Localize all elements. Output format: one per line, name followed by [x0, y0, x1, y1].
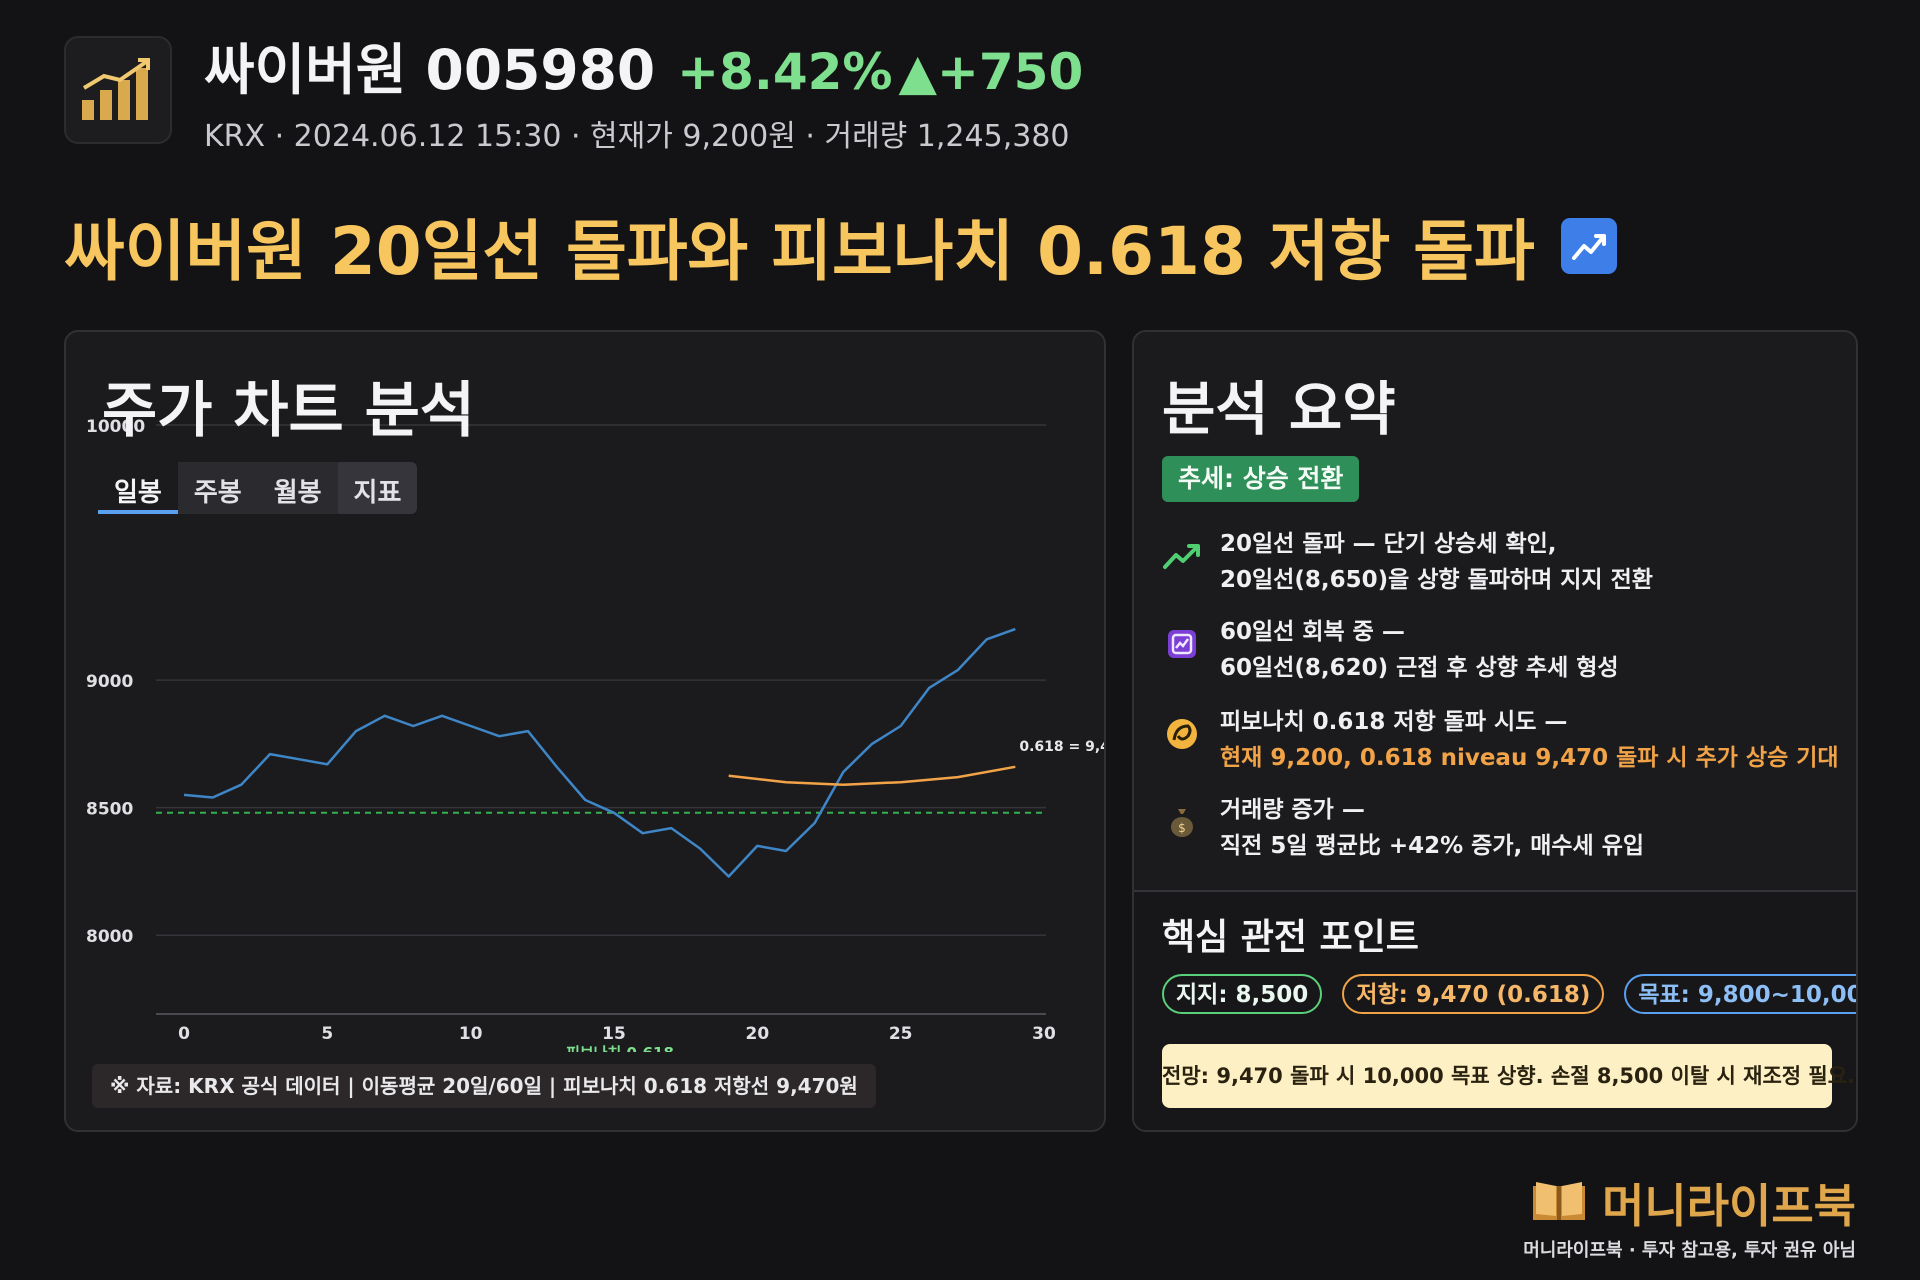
tab-daily[interactable]: 일봉	[98, 462, 178, 514]
y-tick-label: 9000	[86, 672, 133, 692]
brand-subtitle: 머니라이프북 · 투자 참고용, 투자 권유 아님	[1523, 1240, 1856, 1261]
tab-indicators[interactable]: 지표	[337, 462, 418, 514]
y-tick-label: 8000	[86, 927, 133, 947]
chart-panel-title: 주가 차트 분석	[102, 376, 475, 446]
y-tick-label: 8500	[86, 800, 133, 820]
summary-point: 60일선 회복 중 — 60일선(8,620) 근접 후 상향 추세 형성	[1162, 614, 1842, 686]
chart-increasing-icon	[1560, 218, 1617, 274]
chart-panel: 8000 8500 9000 10000 0 5 10 15 20 25 30 0.618 = 9,4…	[64, 330, 1106, 1132]
x-tick-label: 0	[178, 1024, 190, 1044]
outlook-note: 전망: 9,470 돌파 시 10,000 목표 상향. 손절 8,500 이탈…	[1162, 1044, 1855, 1108]
point-detail: 직전 5일 평균比 +42% 증가, 매수세 유입	[1220, 833, 1645, 859]
stock-meta: KRX · 2024.06.12 15:30 · 현재가 9,200원 · 거래…	[204, 119, 1070, 154]
stock-name: 싸이버원 005980	[204, 38, 656, 102]
summary-panel: 분석 요약 추세: 상승 전환 20일선 돌파 — 단기 상승세 확인, 20일…	[1132, 330, 1858, 1132]
point-heading: 피보나치 0.618 저항 돌파 시도 —	[1220, 709, 1568, 735]
x-tick-label: 30	[1032, 1024, 1056, 1044]
change-amount: ▲+750	[898, 43, 1084, 101]
fibonacci-level-label: 0.618 = 9,470	[1019, 739, 1106, 755]
tab-weekly[interactable]: 주봉	[177, 462, 258, 514]
key-points-title: 핵심 관전 포인트	[1162, 917, 1419, 958]
money-bag-icon: $	[1162, 802, 1202, 842]
tab-monthly[interactable]: 월봉	[257, 462, 338, 514]
divider	[1134, 890, 1856, 892]
trend-up-icon	[1162, 536, 1202, 576]
headline: 싸이버원 20일선 돌파와 피보나치 0.618 저항 돌파	[64, 198, 1617, 294]
chart-tabs: 일봉 주봉 월봉 지표	[98, 462, 418, 514]
header: 싸이버원 005980 +8.42% ▲+750 KRX · 2024.06.1…	[64, 34, 1084, 154]
price-line	[183, 627, 1016, 878]
change-percent: +8.42%	[677, 43, 893, 101]
open-book-icon	[1530, 1178, 1588, 1228]
point-detail: 현재 9,200, 0.618 niveau 9,470 돌파 시 추가 상승 …	[1220, 745, 1839, 771]
summary-point: 피보나치 0.618 저항 돌파 시도 — 현재 9,200, 0.618 ni…	[1162, 704, 1842, 776]
fibonacci-axis-label: 피보나치 0.618	[566, 1044, 674, 1052]
headline-text: 싸이버원 20일선 돌파와 피보나치 0.618 저항 돌파	[64, 213, 1535, 290]
point-heading: 60일선 회복 중 —	[1220, 619, 1405, 645]
x-tick-label: 10	[459, 1024, 483, 1044]
summary-point: $ 거래량 증가 — 직전 5일 평균比 +42% 증가, 매수세 유입	[1162, 792, 1842, 864]
svg-text:$: $	[1178, 821, 1186, 835]
x-tick-label: 5	[321, 1024, 333, 1044]
brand: 머니라이프북	[1530, 1170, 1856, 1236]
x-tick-label: 25	[889, 1024, 913, 1044]
chart-footnote: ※ 자료: KRX 공식 데이터 | 이동평균 20일/60일 | 피보나치 0…	[92, 1064, 876, 1108]
chart-box-icon	[1162, 624, 1202, 664]
summary-title: 분석 요약	[1162, 375, 1396, 443]
x-tick-label: 15	[602, 1024, 626, 1044]
key-points-section: 핵심 관전 포인트 지지: 8,500 저항: 9,470 (0.618) 목표…	[1134, 892, 1856, 1130]
price-chart: 8000 8500 9000 10000 0 5 10 15 20 25 30 0.618 = 9,4…	[86, 417, 1106, 1052]
trend-badge: 추세: 상승 전환	[1162, 456, 1360, 502]
y-tick-label: 10000	[86, 417, 145, 437]
point-heading: 20일선 돌파 — 단기 상승세 확인,	[1220, 531, 1557, 557]
bar-chart-icon	[64, 36, 172, 144]
point-detail: 60일선(8,620) 근접 후 상향 추세 형성	[1220, 655, 1619, 681]
fibonacci-icon	[1162, 714, 1202, 754]
brand-name: 머니라이프북	[1602, 1179, 1856, 1233]
point-detail: 20일선(8,650)을 상향 돌파하며 지지 전환	[1220, 567, 1653, 593]
point-heading: 거래량 증가 —	[1220, 797, 1365, 823]
x-tick-label: 20	[745, 1024, 769, 1044]
target-pill: 목표: 9,800~10,000	[1624, 974, 1856, 1014]
resistance-pill: 저항: 9,470 (0.618)	[1342, 974, 1605, 1014]
fibonacci-resistance-line	[728, 765, 1016, 786]
summary-point: 20일선 돌파 — 단기 상승세 확인, 20일선(8,650)을 상향 돌파하…	[1162, 526, 1842, 598]
support-pill: 지지: 8,500	[1162, 974, 1323, 1014]
